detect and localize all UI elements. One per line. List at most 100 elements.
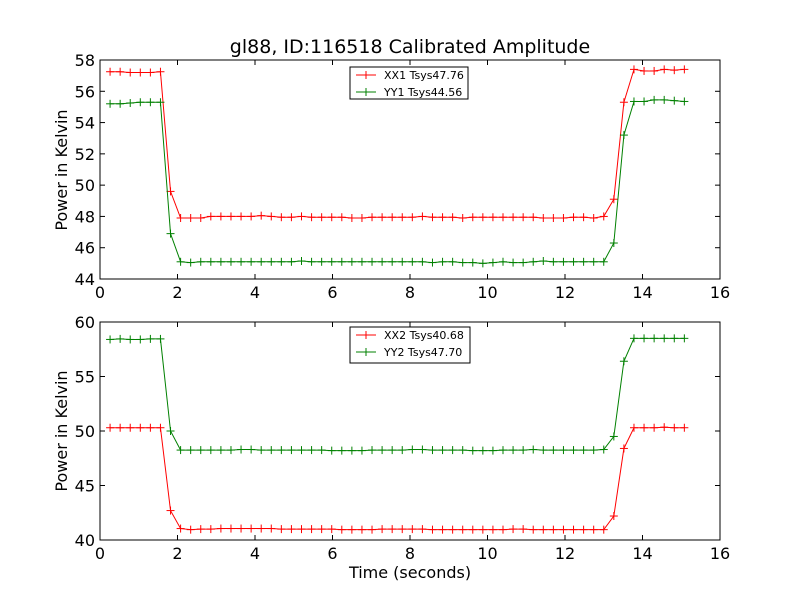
data-point (347, 213, 356, 222)
data-point (559, 257, 568, 266)
data-point (176, 446, 185, 455)
data-point (368, 213, 377, 222)
data-point (136, 68, 145, 77)
data-point (499, 257, 507, 266)
data-point (549, 257, 558, 266)
data-point (267, 257, 276, 266)
data-point (357, 257, 366, 266)
data-point (196, 525, 205, 534)
data-point (106, 67, 115, 76)
data-point (357, 446, 366, 455)
data-point (398, 525, 407, 534)
data-point (307, 257, 316, 266)
data-point (307, 446, 316, 455)
data-point (448, 213, 457, 222)
series-line-yy (110, 337, 685, 452)
data-point (589, 525, 598, 534)
data-point (569, 213, 578, 222)
data-point (398, 213, 407, 222)
data-point (357, 525, 366, 534)
data-point (458, 213, 467, 222)
data-point (106, 335, 115, 344)
x-axis-label: Time (seconds) (348, 563, 471, 582)
x-tick-label: 0 (95, 544, 105, 563)
chart-title: gl88, ID:116518 Calibrated Amplitude (230, 36, 590, 58)
axes-frame (99, 59, 721, 280)
data-point (347, 446, 356, 455)
data-point (519, 258, 528, 267)
legend-label: XX1 Tsys47.76 (384, 69, 464, 82)
data-point (529, 445, 538, 454)
data-point (448, 446, 457, 455)
data-point (166, 506, 175, 515)
data-point (176, 213, 185, 222)
data-point (599, 212, 608, 221)
x-tick-label: 10 (477, 544, 497, 563)
data-point (257, 211, 266, 220)
data-point (670, 96, 679, 105)
data-point (418, 525, 427, 534)
y-tick-label: 40 (75, 531, 95, 550)
data-point (458, 446, 467, 455)
data-point (126, 68, 135, 77)
data-point (619, 98, 628, 107)
data-point (226, 524, 235, 533)
data-point (136, 98, 145, 107)
data-point (388, 525, 397, 534)
data-point (368, 257, 377, 266)
data-point (579, 525, 588, 534)
data-point (660, 65, 669, 74)
data-point (226, 446, 235, 455)
data-point (640, 97, 649, 106)
y-tick-label: 50 (75, 422, 95, 441)
legend-box (349, 66, 469, 100)
data-point (478, 446, 487, 455)
data-point (176, 524, 185, 533)
series-line-yy (110, 99, 685, 264)
data-point (307, 525, 316, 534)
data-point (619, 131, 628, 140)
data-point (337, 213, 346, 222)
data-point (267, 524, 276, 533)
y-tick-label: 46 (75, 239, 95, 258)
data-point (206, 212, 215, 221)
x-tick-label: 6 (327, 544, 337, 563)
data-point (428, 213, 437, 222)
data-point (146, 98, 155, 107)
data-point (206, 446, 215, 455)
data-point (640, 66, 649, 75)
data-point (478, 213, 487, 222)
data-point (680, 97, 689, 106)
data-point (488, 258, 497, 267)
data-point (287, 257, 296, 266)
data-point (237, 524, 246, 533)
data-point (277, 525, 286, 534)
data-point (237, 257, 246, 266)
series-line-xx (110, 68, 685, 219)
data-point (519, 213, 528, 222)
data-point (549, 446, 558, 455)
legend: XX2 Tsys40.68 YY2 Tsys47.70 (349, 326, 471, 364)
data-point (196, 213, 205, 222)
data-point (418, 445, 427, 454)
x-tick-label: 8 (405, 283, 415, 302)
legend-label: XX2 Tsys40.68 (384, 329, 464, 342)
data-point (337, 525, 346, 534)
data-point (660, 334, 669, 343)
x-tick-label: 8 (405, 544, 415, 563)
y-tick-label: 48 (75, 207, 95, 226)
data-point (478, 259, 487, 268)
axes-frame (99, 321, 721, 541)
x-tick-label: 12 (555, 283, 575, 302)
data-point (206, 257, 215, 266)
data-point (579, 213, 588, 222)
data-point (539, 213, 548, 222)
data-point (609, 512, 618, 521)
data-point (327, 257, 336, 266)
data-point (156, 423, 165, 432)
data-point (267, 212, 276, 221)
bottom-subplot: 0 2 4 6 8 10 12 14 16 40 45 50 55 60 XX2 Tsys40.68 YY2 … (52, 313, 730, 582)
data-point (327, 525, 336, 534)
data-point (156, 334, 165, 343)
